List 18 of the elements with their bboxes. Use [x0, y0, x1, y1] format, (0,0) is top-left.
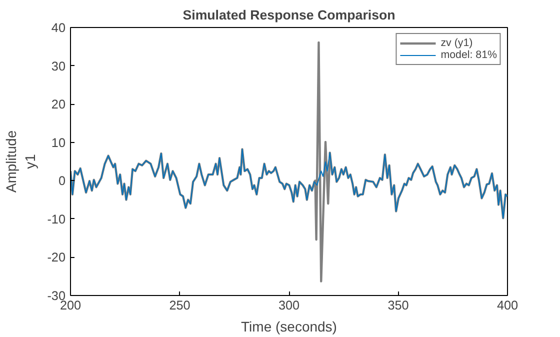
y-tick-label: 40: [51, 21, 66, 35]
chart-title: Simulated Response Comparison: [182, 8, 396, 22]
line-series: [70, 148, 508, 219]
y-tick-label: 20: [51, 98, 66, 112]
x-tick-label: 400: [496, 298, 518, 312]
y-tick-label: 10: [51, 136, 66, 150]
y-tick-label: -20: [47, 250, 66, 265]
y-axis-title: Amplitude y1: [3, 130, 38, 193]
y-tick-label: -10: [47, 212, 66, 226]
y-tick-label: 0: [58, 174, 66, 188]
legend-label: zv (y1): [440, 37, 473, 49]
legend-label: model: 81%: [440, 49, 497, 61]
x-tick-label: 350: [388, 298, 409, 312]
x-tick-label: 250: [169, 298, 190, 312]
x-tick-label: 200: [60, 298, 82, 312]
x-axis-title: Time (seconds): [241, 318, 337, 334]
x-tick-label: 300: [278, 298, 300, 312]
y-tick-label: 30: [51, 59, 66, 74]
